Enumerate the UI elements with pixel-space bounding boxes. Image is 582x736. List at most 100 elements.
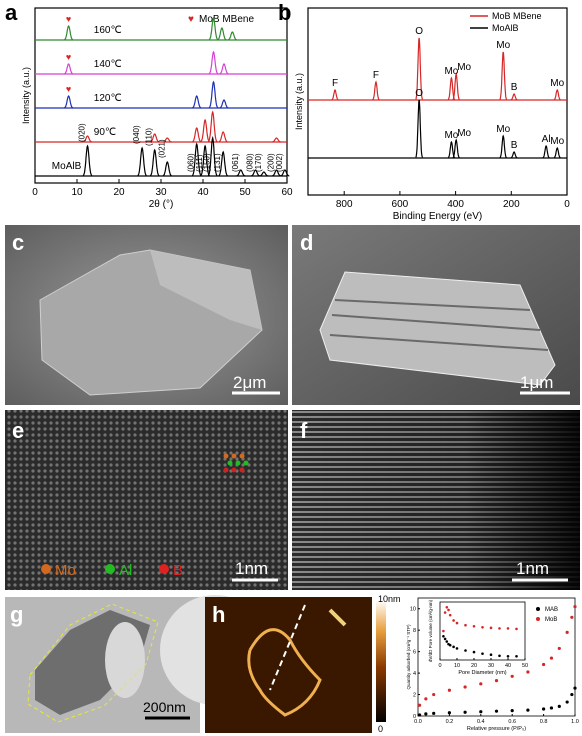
hkl-label: (110) xyxy=(145,128,154,146)
peak xyxy=(499,134,508,159)
legend-dot xyxy=(41,564,51,574)
peak-label: Mo xyxy=(457,62,471,73)
x-tick-label: 30 xyxy=(155,187,167,198)
data-point xyxy=(463,710,467,714)
data-point xyxy=(506,627,510,630)
plot-frame xyxy=(307,7,568,196)
hkl-label: (021) xyxy=(157,139,166,158)
peak xyxy=(236,169,246,177)
hkl-label: (170) xyxy=(254,153,263,172)
peak xyxy=(218,131,228,143)
peak xyxy=(200,118,210,143)
hkl-label: (150) xyxy=(203,153,212,172)
data-point xyxy=(515,655,518,658)
data-point xyxy=(498,654,501,658)
x-tick-label: 0.2 xyxy=(446,719,454,725)
hkl-label: (061) xyxy=(231,153,240,172)
legend-symbol: ♥ xyxy=(188,14,194,25)
scale-bar-label: 1μm xyxy=(520,373,553,392)
plot-frame xyxy=(439,601,526,661)
x-tick-label: 20 xyxy=(471,663,477,669)
y-tick-label: 2 xyxy=(413,693,416,699)
peak xyxy=(162,161,172,177)
mbene-marker: ♥ xyxy=(66,52,71,62)
data-point xyxy=(565,630,569,634)
data-point xyxy=(526,708,530,712)
legend-dot xyxy=(159,564,169,574)
peak xyxy=(192,127,202,143)
line-profile xyxy=(269,604,306,691)
peak xyxy=(542,145,550,159)
flake-hole xyxy=(105,622,145,698)
peak xyxy=(499,51,508,100)
peak-label: Mo xyxy=(496,40,510,51)
peak xyxy=(217,27,227,41)
panel-label: h xyxy=(212,602,225,627)
scale-bar-label: 200nm xyxy=(143,699,186,715)
data-point xyxy=(464,623,467,627)
legend-label: Al xyxy=(119,562,132,579)
y-tick-label: 6 xyxy=(413,650,416,656)
data-point xyxy=(573,604,577,609)
data-point xyxy=(557,646,561,651)
hkl-label: (040) xyxy=(132,125,141,144)
data-point xyxy=(447,608,450,612)
y-axis-label: Intensity (a.u.) xyxy=(294,73,304,130)
legend-label: MAB xyxy=(545,607,558,613)
peak-label: F xyxy=(332,78,338,89)
peak xyxy=(415,99,424,158)
peak xyxy=(200,144,210,177)
panel-label: g xyxy=(10,602,23,627)
x-axis-label: Relative pressure (P/P₀) xyxy=(467,726,526,732)
peak xyxy=(251,169,260,177)
data-point xyxy=(510,709,514,713)
data-point xyxy=(489,653,493,657)
y-axis-label: dV/dD Pore volume (cm³/g·nm) xyxy=(428,599,433,662)
colorbar-label: 10nm xyxy=(378,594,401,604)
data-point xyxy=(570,692,574,697)
x-tick-label: 10 xyxy=(454,663,460,669)
x-tick-label: 50 xyxy=(522,663,528,669)
legend-marker xyxy=(536,607,540,611)
peak xyxy=(208,50,219,75)
peak xyxy=(227,31,237,41)
image-c: c 2μm xyxy=(5,225,288,405)
x-tick-label: 1.0 xyxy=(571,719,579,725)
data-point xyxy=(442,634,445,638)
peak-label: Mo xyxy=(550,78,564,89)
peak-label: Mo xyxy=(550,136,564,147)
x-tick-label: 30 xyxy=(488,663,494,669)
data-point xyxy=(442,629,445,633)
haadf-shade xyxy=(5,410,288,590)
peak-label: O xyxy=(415,26,423,37)
peak xyxy=(415,37,424,100)
image-f: f 1nm xyxy=(292,410,580,590)
x-tick-label: 600 xyxy=(392,199,409,210)
data-point xyxy=(445,605,449,609)
y-tick-label: 0 xyxy=(413,714,416,720)
hkl-label: (200) xyxy=(267,153,276,172)
data-point xyxy=(489,626,493,630)
data-point xyxy=(494,709,499,713)
particle-layers xyxy=(150,250,262,330)
data-point xyxy=(494,679,499,683)
data-point xyxy=(565,700,569,704)
data-point xyxy=(417,703,422,707)
panel-label: d xyxy=(300,230,313,255)
y-axis-label: Intensity (a.u.) xyxy=(21,67,31,124)
data-point xyxy=(448,643,452,647)
data-point xyxy=(472,624,476,628)
peak xyxy=(82,144,93,177)
peak xyxy=(64,25,74,41)
hkl-label: (060) xyxy=(187,153,196,172)
x-tick-label: 0 xyxy=(564,199,570,210)
x-tick-label: 40 xyxy=(197,187,209,198)
scale-bar-label: 1nm xyxy=(235,559,268,578)
scale-bar-label: 1nm xyxy=(516,559,549,578)
scale-bar-label: 2μm xyxy=(233,373,266,392)
peak xyxy=(64,63,74,75)
peak xyxy=(553,89,561,101)
data-point xyxy=(557,704,561,708)
peak-label: F xyxy=(373,70,379,81)
